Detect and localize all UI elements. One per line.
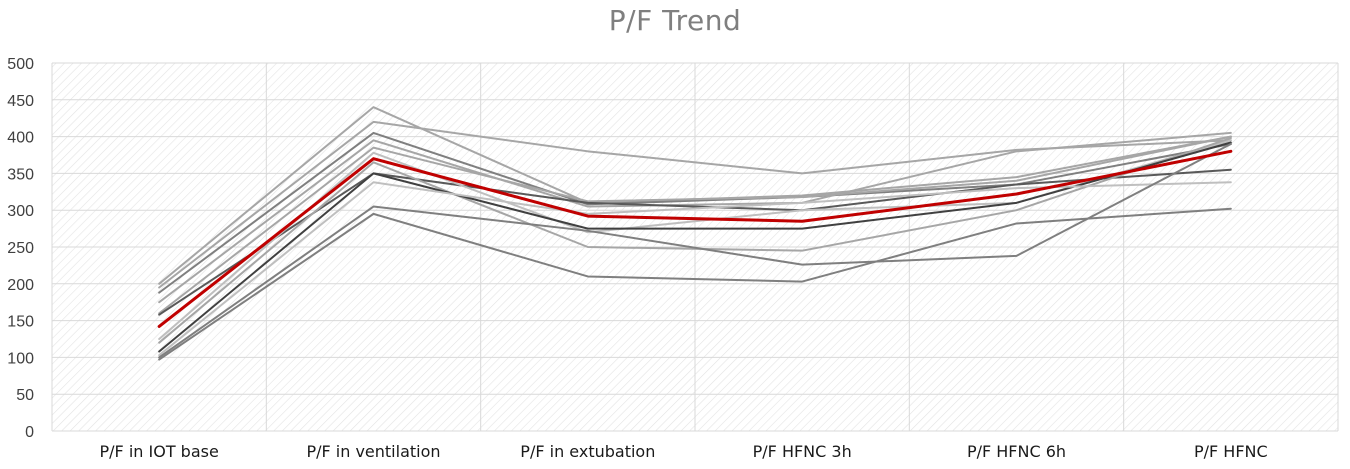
- series-line-highlight: [157, 149, 1233, 328]
- series-line-4: [158, 131, 1232, 304]
- series-line-5: [158, 135, 1232, 315]
- x-tick-label: P/F in extubation: [520, 442, 655, 461]
- y-tick-label: 450: [7, 93, 34, 110]
- y-tick-label: 350: [7, 166, 34, 183]
- x-tick-label: P/F HFNC: [1194, 442, 1268, 461]
- y-tick-label: 250: [7, 240, 34, 257]
- x-tick-label: P/F in IOT base: [100, 442, 219, 461]
- series-lines: [157, 106, 1233, 361]
- chart-title: P/F Trend: [608, 4, 742, 37]
- y-tick-label: 400: [7, 130, 34, 147]
- series-line-12: [158, 207, 1232, 361]
- series-line-8: [158, 137, 1232, 344]
- y-tick-label: 100: [7, 350, 34, 367]
- x-tick-label: P/F in ventilation: [306, 442, 440, 461]
- y-tick-label: 50: [16, 387, 34, 404]
- series-line-11: [158, 142, 1232, 359]
- series-line-3: [158, 131, 1232, 294]
- series-line-6: [158, 168, 1232, 316]
- y-tick-label: 150: [7, 314, 34, 331]
- x-tick-label: P/F HFNC 3h: [753, 442, 852, 461]
- y-axis: 0 50 100 150 200 250 300 350 400 450 500: [7, 56, 34, 441]
- y-tick-label: 500: [7, 56, 34, 73]
- y-tick-label: 300: [7, 203, 34, 220]
- series-line-9: [158, 141, 1232, 353]
- y-tick-label: 200: [7, 277, 34, 294]
- y-tick-label: 0: [25, 424, 34, 441]
- x-axis: P/F in IOT base P/F in ventilation P/F in …: [100, 442, 1268, 461]
- x-tick-label: P/F HFNC 6h: [967, 442, 1066, 461]
